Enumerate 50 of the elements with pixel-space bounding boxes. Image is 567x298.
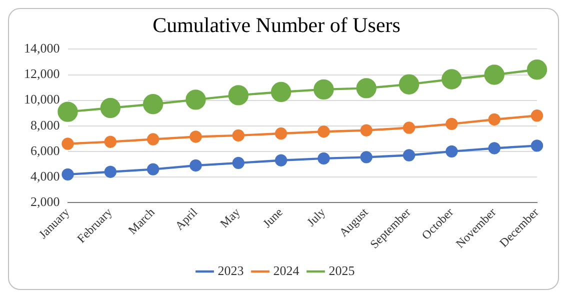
- point: [146, 163, 160, 176]
- point: [100, 98, 121, 118]
- point: [442, 69, 462, 90]
- point: [446, 145, 458, 158]
- point: [318, 126, 330, 138]
- point: [190, 130, 202, 143]
- point: [360, 151, 372, 164]
- point: [526, 60, 548, 80]
- point: [488, 142, 500, 154]
- point: [402, 122, 416, 134]
- point: [360, 124, 372, 136]
- point: [142, 94, 164, 114]
- point: [104, 166, 117, 178]
- point: [398, 74, 420, 94]
- point: [62, 138, 74, 150]
- point: [62, 168, 74, 181]
- point: [58, 102, 78, 122]
- legend-label: 2024: [273, 262, 300, 278]
- point: [402, 149, 416, 162]
- y-tick-label: 14,000: [24, 40, 60, 56]
- legend-label: 2023: [218, 262, 244, 278]
- point: [228, 85, 248, 106]
- chart-title: Cumulative Number of Users: [152, 13, 400, 38]
- point: [232, 129, 244, 142]
- point: [530, 140, 544, 152]
- point: [488, 113, 500, 126]
- y-tick-label: 12,000: [24, 66, 60, 82]
- point: [146, 133, 160, 146]
- y-tick-label: 8,000: [30, 117, 60, 132]
- point: [318, 152, 330, 165]
- y-tick-label: 2,000: [30, 194, 60, 209]
- y-tick-label: 4,000: [30, 168, 60, 184]
- x-tick-label: May: [217, 205, 243, 231]
- point: [104, 136, 117, 148]
- x-tick-label: June: [260, 205, 286, 231]
- y-tick-label: 10,000: [24, 92, 60, 107]
- point: [190, 159, 202, 172]
- x-tick-label: July: [304, 205, 328, 230]
- point: [314, 79, 334, 100]
- point: [530, 110, 544, 122]
- point: [274, 154, 288, 166]
- legend-label: 2025: [328, 262, 355, 278]
- point: [274, 127, 288, 140]
- point: [270, 82, 292, 102]
- point: [232, 156, 244, 170]
- point: [484, 64, 504, 85]
- point: [446, 118, 458, 130]
- point: [356, 78, 376, 98]
- point: [186, 90, 206, 110]
- y-tick-label: 6,000: [30, 142, 60, 158]
